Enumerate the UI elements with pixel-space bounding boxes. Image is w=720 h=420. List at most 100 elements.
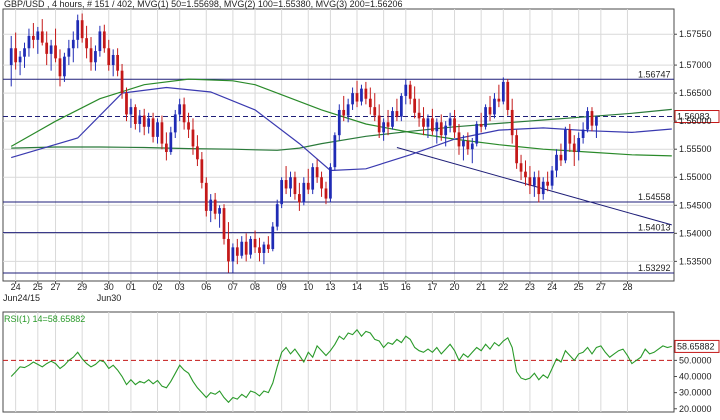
x-tick-label: 28: [622, 282, 632, 292]
candle-body: [497, 98, 501, 102]
candle-body: [519, 163, 523, 172]
candle-body: [204, 182, 208, 211]
candle-body: [142, 115, 146, 127]
candle-body: [85, 38, 88, 49]
candle-body: [14, 48, 18, 63]
rsi-line: [10, 328, 672, 404]
rsi-title: RSI(1) 14=58.65882: [4, 314, 85, 324]
chart-title: GBP/USD , 4 hours, # 151 / 402, MVG(1) 5…: [4, 0, 402, 9]
candle-body: [71, 39, 75, 49]
y-tick-label: 1.53500: [679, 256, 712, 266]
candle-body: [293, 177, 297, 195]
candle-body: [377, 115, 381, 133]
candle-body: [537, 177, 541, 195]
x-tick-label: 01: [126, 282, 136, 292]
candle-body: [306, 182, 310, 190]
candle-body: [581, 129, 585, 138]
candle-body: [550, 170, 554, 186]
candle-body: [298, 194, 301, 203]
candle-body: [546, 181, 550, 186]
candle-body: [178, 104, 182, 115]
x-tick-label: 29: [77, 282, 87, 292]
x-tick-label: 16: [401, 282, 411, 292]
candle-body: [94, 51, 97, 63]
candle-body: [488, 107, 492, 115]
rsi-last-value: 58.65882: [677, 341, 715, 351]
price-level-label: 1.54013: [638, 223, 671, 233]
candle-body: [49, 45, 53, 54]
candle-body: [76, 20, 80, 40]
candle-body: [422, 118, 425, 127]
candle-body: [249, 238, 252, 255]
candle-body: [315, 167, 319, 178]
candle-body: [289, 177, 292, 189]
candle-body: [568, 129, 572, 144]
candle-body: [111, 54, 115, 66]
candle-body: [559, 154, 563, 161]
candle-body: [346, 104, 350, 116]
x-tick-label: 27: [51, 282, 61, 292]
candle-body: [555, 154, 558, 171]
x-tick-label: 10: [303, 282, 313, 292]
candle-body: [120, 70, 124, 94]
y-tick-label: 1.54500: [679, 200, 712, 210]
x-tick-label: 22: [498, 282, 508, 292]
candle-body: [484, 107, 487, 127]
y-tick-label: 1.55000: [679, 172, 712, 182]
candle-body: [271, 226, 275, 250]
candle-body: [89, 48, 93, 63]
candle-body: [320, 177, 323, 189]
candle-body: [147, 118, 151, 127]
candle-body: [364, 88, 368, 99]
candle-body: [227, 238, 230, 262]
x-tick-label: 25: [574, 282, 584, 292]
candle-body: [116, 54, 119, 71]
period-label: Jun30: [97, 293, 122, 303]
candle-body: [67, 48, 71, 57]
candle-body: [58, 58, 62, 77]
y-tick-label: 1.55500: [679, 144, 712, 154]
candle-body: [302, 182, 306, 203]
candle-body: [107, 48, 111, 66]
ma100-line: [10, 78, 672, 157]
candle-body: [258, 247, 261, 253]
candle-body: [470, 143, 474, 150]
candle-body: [213, 199, 217, 214]
ma200-line: [11, 108, 672, 151]
candle-body: [156, 122, 159, 137]
last-price-label: 1.56083: [677, 112, 710, 122]
candle-body: [351, 93, 354, 105]
candle-body: [595, 116, 598, 126]
x-tick-label: 21: [476, 282, 486, 292]
candle-body: [355, 93, 359, 102]
candle-body: [577, 137, 581, 153]
candle-body: [244, 241, 248, 255]
rsi-last-value-box: [674, 339, 720, 353]
candle-body: [506, 81, 510, 110]
candle-body: [63, 56, 66, 77]
x-tick-label: 17: [427, 282, 437, 292]
candle-body: [151, 118, 155, 137]
candle-body: [493, 98, 496, 115]
candle-body: [408, 84, 412, 99]
price-level-label: 1.54558: [638, 192, 671, 202]
candle-body: [399, 95, 403, 117]
candle-body: [448, 118, 452, 126]
candle-body: [413, 98, 417, 113]
candle-body: [426, 118, 430, 127]
x-tick-label: 02: [153, 282, 163, 292]
candle-body: [23, 48, 26, 57]
candle-body: [382, 122, 385, 133]
candle-body: [191, 129, 195, 147]
candle-body: [386, 122, 390, 127]
candle-body: [479, 123, 483, 127]
candle-body: [27, 35, 31, 49]
x-tick-label: 08: [250, 282, 260, 292]
candle-body: [333, 135, 337, 168]
x-tick-label: 13: [325, 282, 335, 292]
y-tick-label: 1.56500: [679, 88, 712, 98]
rsi-y-tick-label: 30.0000: [679, 388, 712, 398]
x-tick-label: 27: [596, 282, 606, 292]
candle-body: [129, 107, 133, 115]
